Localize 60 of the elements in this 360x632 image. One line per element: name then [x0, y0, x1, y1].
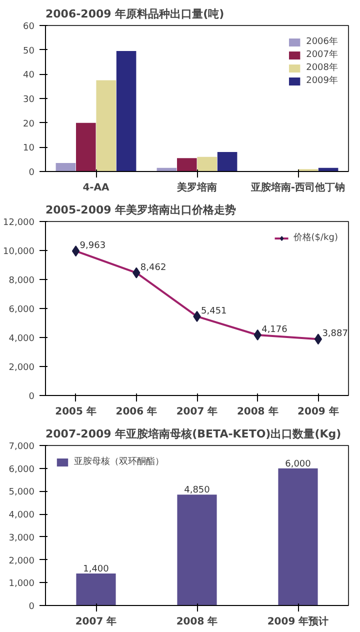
chart-title: 2005-2009 年美罗培南出口价格走势: [46, 204, 236, 216]
x-tick-label: 2005 年: [55, 406, 96, 418]
x-tick-label: 2007 年: [176, 406, 218, 418]
y-tick-label: 5,000: [8, 488, 35, 498]
data-label: 9,963: [80, 241, 106, 252]
y-tick-label: 6,000: [8, 464, 35, 475]
y-tick-label: 50: [23, 46, 35, 56]
x-tick-label: 亚胺培南-西司他丁钠: [250, 182, 346, 194]
chart-title: 2006-2009 年原料品种出口量(吨): [46, 8, 224, 20]
y-tick-label: 2,000: [8, 556, 35, 566]
bar: [278, 468, 318, 606]
data-label: 5,451: [201, 306, 227, 316]
x-tick-label: 2007 年: [75, 616, 117, 628]
bar: [116, 51, 136, 172]
legend-label: 2008年: [306, 62, 338, 74]
y-tick-label: 20: [23, 119, 35, 130]
y-tick-label: 12,000: [3, 218, 35, 228]
x-tick-label: 4-AA: [82, 182, 110, 194]
data-label: 3,887: [322, 329, 348, 340]
y-tick-label: 8,000: [8, 276, 35, 286]
legend-label: 2006年: [306, 36, 338, 48]
y-tick-label: 0: [28, 392, 35, 402]
y-tick-label: 6,000: [8, 305, 35, 315]
y-tick-label: 1,000: [8, 579, 35, 590]
y-tick-label: 10: [23, 144, 35, 154]
bar: [177, 158, 197, 172]
bar: [197, 156, 217, 172]
legend-label: 2009年: [306, 74, 338, 87]
y-tick-label: 30: [23, 95, 35, 105]
x-tick-label: 2008 年: [236, 406, 278, 418]
bar: [56, 162, 76, 172]
x-tick-label: 2009 年预计: [267, 616, 329, 628]
bar: [96, 80, 116, 172]
y-tick-label: 7,000: [8, 442, 35, 452]
x-tick-label: 2008 年: [176, 616, 218, 628]
legend-label: 2007年: [306, 48, 338, 61]
bar: [177, 494, 217, 606]
bar: [76, 574, 116, 606]
y-tick-label: 4,000: [8, 510, 35, 521]
x-tick-label: 2006 年: [116, 406, 158, 418]
bar: [217, 152, 238, 172]
y-tick-label: 0: [28, 602, 35, 612]
y-tick-label: 2,000: [8, 363, 35, 373]
chart-title: 2007-2009 年亚胺培南母核(BETA-KETO)出口数量(Kg): [46, 428, 342, 440]
data-label: 4,850: [184, 486, 210, 496]
legend-label: 亚胺母核（双环酮酯）: [74, 456, 164, 468]
x-tick-label: 2009 年: [298, 406, 339, 418]
bar: [76, 122, 96, 172]
legend-label: 价格($/kg): [293, 232, 338, 244]
data-label: 8,462: [140, 262, 166, 273]
y-tick-label: 40: [23, 70, 35, 81]
y-tick-label: 4,000: [8, 334, 35, 344]
data-label: 6,000: [285, 459, 312, 470]
data-label: 4,176: [262, 324, 288, 335]
data-label: 1,400: [83, 564, 110, 574]
y-tick-label: 60: [23, 22, 35, 32]
y-tick-label: 0: [28, 168, 35, 178]
y-tick-label: 3,000: [8, 533, 35, 544]
y-tick-label: 10,000: [3, 247, 35, 257]
x-tick-label: 美罗培南: [176, 182, 217, 194]
